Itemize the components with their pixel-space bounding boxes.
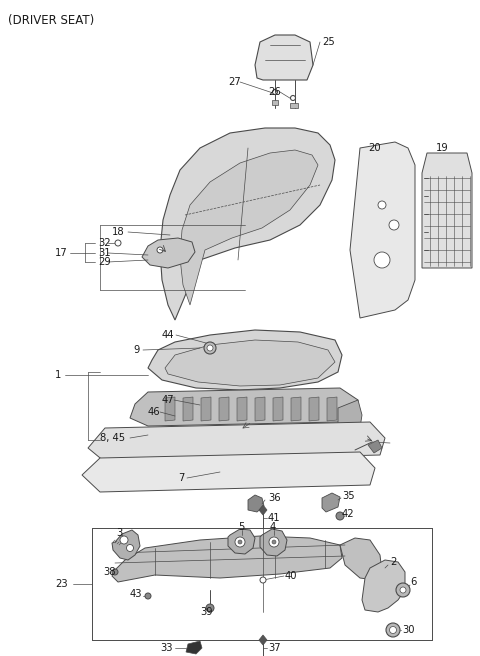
Text: 9: 9: [133, 345, 139, 355]
Text: (DRIVER SEAT): (DRIVER SEAT): [8, 14, 94, 27]
Text: 31: 31: [98, 248, 110, 258]
Text: 27: 27: [228, 77, 241, 87]
Polygon shape: [142, 238, 195, 268]
Polygon shape: [340, 538, 382, 580]
Text: 30: 30: [402, 625, 415, 635]
Circle shape: [127, 544, 133, 552]
Text: 43: 43: [130, 589, 143, 599]
Polygon shape: [148, 330, 342, 390]
Polygon shape: [186, 641, 202, 654]
Circle shape: [400, 587, 406, 593]
Polygon shape: [309, 397, 319, 421]
Polygon shape: [338, 400, 362, 432]
Polygon shape: [255, 397, 265, 421]
Polygon shape: [165, 397, 175, 421]
Text: 20: 20: [368, 143, 381, 153]
Circle shape: [269, 537, 279, 547]
Polygon shape: [228, 529, 255, 554]
Circle shape: [290, 96, 296, 100]
Text: 18: 18: [112, 227, 125, 237]
Text: 7: 7: [178, 473, 184, 483]
Text: 17: 17: [55, 248, 68, 258]
Text: 2: 2: [390, 557, 396, 567]
Text: 39: 39: [200, 607, 213, 617]
Text: 32: 32: [98, 238, 110, 248]
Circle shape: [115, 240, 121, 246]
Polygon shape: [322, 493, 340, 512]
Text: 23: 23: [55, 579, 68, 589]
Circle shape: [112, 569, 118, 575]
Text: 37: 37: [268, 643, 281, 653]
Text: 26: 26: [268, 87, 281, 97]
Circle shape: [389, 626, 396, 634]
Polygon shape: [180, 150, 318, 305]
Text: 44: 44: [162, 330, 175, 340]
Text: 4: 4: [270, 522, 276, 532]
Text: 3: 3: [116, 528, 122, 538]
Polygon shape: [88, 422, 385, 462]
Text: 33: 33: [160, 643, 172, 653]
Circle shape: [272, 540, 276, 544]
Circle shape: [374, 252, 390, 268]
Text: 8, 45: 8, 45: [100, 433, 125, 443]
Polygon shape: [237, 397, 247, 421]
Text: 1: 1: [55, 370, 61, 380]
Polygon shape: [130, 388, 358, 426]
Circle shape: [206, 604, 214, 612]
Polygon shape: [422, 153, 472, 268]
Polygon shape: [112, 536, 342, 582]
Circle shape: [336, 512, 344, 520]
Text: 36: 36: [268, 493, 281, 503]
Polygon shape: [82, 452, 375, 492]
Text: 47: 47: [162, 395, 175, 405]
Polygon shape: [291, 397, 301, 421]
Text: 42: 42: [342, 509, 355, 519]
Polygon shape: [290, 103, 298, 108]
Circle shape: [157, 247, 163, 253]
Polygon shape: [273, 397, 283, 421]
Circle shape: [235, 537, 245, 547]
Polygon shape: [112, 530, 140, 560]
Circle shape: [273, 89, 277, 94]
Text: 38: 38: [103, 567, 116, 577]
Text: 46: 46: [148, 407, 161, 417]
Polygon shape: [259, 635, 267, 645]
Polygon shape: [183, 397, 193, 421]
Text: 40: 40: [285, 571, 298, 581]
Text: 6: 6: [410, 577, 416, 587]
Circle shape: [386, 623, 400, 637]
Polygon shape: [201, 397, 211, 421]
Circle shape: [396, 583, 410, 597]
Circle shape: [207, 345, 213, 351]
Polygon shape: [160, 128, 335, 320]
Polygon shape: [327, 397, 337, 421]
Text: 35: 35: [342, 491, 355, 501]
Circle shape: [204, 342, 216, 354]
Text: 41: 41: [268, 513, 281, 523]
Polygon shape: [368, 440, 382, 453]
Polygon shape: [248, 495, 264, 512]
Circle shape: [389, 220, 399, 230]
Polygon shape: [219, 397, 229, 421]
Text: 5: 5: [238, 522, 244, 532]
Polygon shape: [255, 35, 313, 80]
Polygon shape: [350, 142, 415, 318]
Text: 19: 19: [436, 143, 449, 153]
Polygon shape: [272, 100, 278, 105]
Circle shape: [260, 577, 266, 583]
Polygon shape: [165, 340, 335, 386]
Circle shape: [120, 536, 128, 544]
Circle shape: [145, 593, 151, 599]
Text: 25: 25: [322, 37, 335, 47]
Polygon shape: [260, 529, 287, 556]
Circle shape: [238, 540, 242, 544]
Polygon shape: [362, 560, 405, 612]
Text: 29: 29: [98, 257, 111, 267]
Circle shape: [378, 201, 386, 209]
Polygon shape: [259, 505, 267, 515]
